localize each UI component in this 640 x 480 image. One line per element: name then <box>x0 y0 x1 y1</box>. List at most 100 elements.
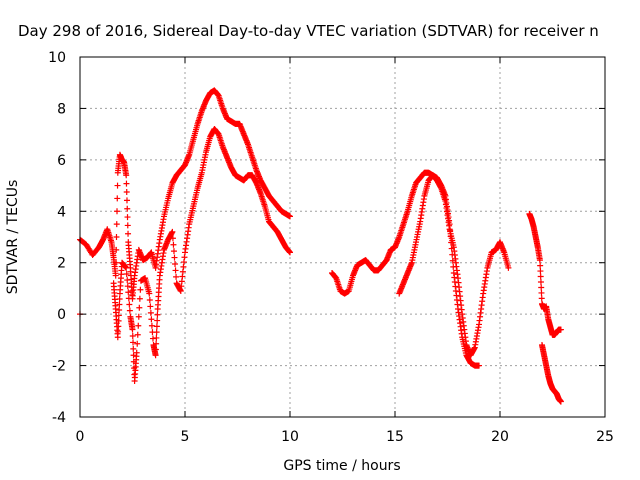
x-tick-label: 0 <box>76 429 85 445</box>
data-point-fill <box>538 295 545 302</box>
y-tick-label: 2 <box>57 256 66 272</box>
data-point <box>152 352 159 359</box>
data-point-fill <box>170 241 177 248</box>
data-point-fill <box>134 340 141 347</box>
y-tick-label: 8 <box>57 101 66 117</box>
series-lower-branch-day <box>110 126 293 384</box>
data-point <box>505 264 512 271</box>
data-point-fill <box>129 333 136 339</box>
data-point-fill <box>537 262 544 269</box>
data-point-fill <box>147 303 154 310</box>
data-point-fill <box>538 284 545 291</box>
y-tick-label: -2 <box>52 359 66 375</box>
data-point-fill <box>116 301 123 308</box>
x-tick-labels: 0 5 10 15 20 25 <box>76 429 614 445</box>
data-point <box>114 334 121 341</box>
data-point <box>169 228 176 235</box>
data-point-fill <box>125 289 132 296</box>
data-point-fill <box>537 273 544 280</box>
data-point-fill <box>135 322 142 329</box>
series-late-segment-a <box>526 210 564 338</box>
data-point-fill <box>147 309 154 316</box>
series-upper-branch-day <box>77 87 293 302</box>
y-tick-labels: -4 -2 0 2 4 6 8 10 <box>48 50 66 426</box>
data-point <box>129 326 136 333</box>
data-point <box>536 257 543 264</box>
data-point-fill <box>154 311 161 318</box>
data-point <box>287 213 293 220</box>
data-point-fill <box>116 296 123 303</box>
data-point-fill <box>114 195 121 202</box>
data-point-fill <box>123 270 130 277</box>
data-point-fill <box>169 235 176 242</box>
data-point-fill <box>153 340 160 347</box>
y-axis-label: SDTVAR / TECUs <box>5 180 21 295</box>
data-point-fill <box>148 316 155 323</box>
series-mid-day-2 <box>329 169 482 369</box>
data-point-fill <box>148 322 155 329</box>
data-point <box>123 172 130 179</box>
data-point-fill <box>114 182 121 189</box>
data-point-fill <box>123 180 130 187</box>
data-point-fill <box>115 328 122 335</box>
data-point-fill <box>116 306 123 313</box>
data-point <box>123 264 130 271</box>
data-point-fill <box>126 301 133 308</box>
data-point-fill <box>171 254 178 261</box>
data-point-fill <box>125 295 132 302</box>
x-tick-label: 10 <box>281 429 299 445</box>
tick-marks <box>79 56 606 418</box>
data-point-fill <box>134 331 141 338</box>
data-point-fill <box>124 222 131 229</box>
data-point-fill <box>115 312 122 319</box>
data-point-fill <box>113 246 120 253</box>
data-point-fill <box>146 297 153 303</box>
data-point <box>146 290 153 297</box>
data-point-fill <box>115 323 122 330</box>
x-tick-label: 15 <box>386 429 404 445</box>
data-point-fill <box>123 197 130 204</box>
data-point <box>557 326 564 333</box>
y-tick-label: 0 <box>57 307 66 323</box>
data-point <box>287 249 293 256</box>
data-point-fill <box>173 273 180 280</box>
data-point <box>557 398 564 405</box>
data-point-fill <box>123 189 130 195</box>
data-point-fill <box>125 230 132 237</box>
data-point <box>133 349 140 356</box>
data-point-fill <box>172 261 179 267</box>
data-point-fill <box>124 283 131 290</box>
data-point-fill <box>538 289 545 296</box>
data-point-fill <box>130 339 137 346</box>
data-point-fill <box>115 317 122 324</box>
data-point-fill <box>537 279 544 285</box>
data-point <box>112 272 119 279</box>
data-points <box>77 87 564 405</box>
y-tick-label: 6 <box>57 153 66 169</box>
data-point-fill <box>124 205 131 212</box>
data-point-fill <box>113 234 120 240</box>
x-tick-label: 5 <box>181 429 190 445</box>
x-tick-label: 25 <box>596 429 614 445</box>
data-point-fill <box>124 214 131 221</box>
x-tick-label: 20 <box>491 429 509 445</box>
grid-lines <box>80 57 605 417</box>
data-point-fill <box>152 346 159 353</box>
series-late-segment-b <box>539 342 564 405</box>
data-point-fill <box>537 268 544 275</box>
data-point <box>476 362 482 369</box>
data-point-fill <box>153 329 160 336</box>
y-tick-label: -4 <box>52 410 66 426</box>
data-point-fill <box>135 313 142 320</box>
data-point-fill <box>126 307 133 314</box>
data-point-fill <box>124 277 131 284</box>
chart-title: Day 298 of 2016, Sidereal Day-to-day VTE… <box>18 22 599 40</box>
y-tick-label: 10 <box>48 50 66 66</box>
y-tick-label: 4 <box>57 204 66 220</box>
data-point-fill <box>136 295 143 302</box>
data-point-fill <box>113 221 120 228</box>
data-point-fill <box>153 323 160 330</box>
data-point-fill <box>149 335 156 342</box>
plot-frame <box>79 56 606 418</box>
